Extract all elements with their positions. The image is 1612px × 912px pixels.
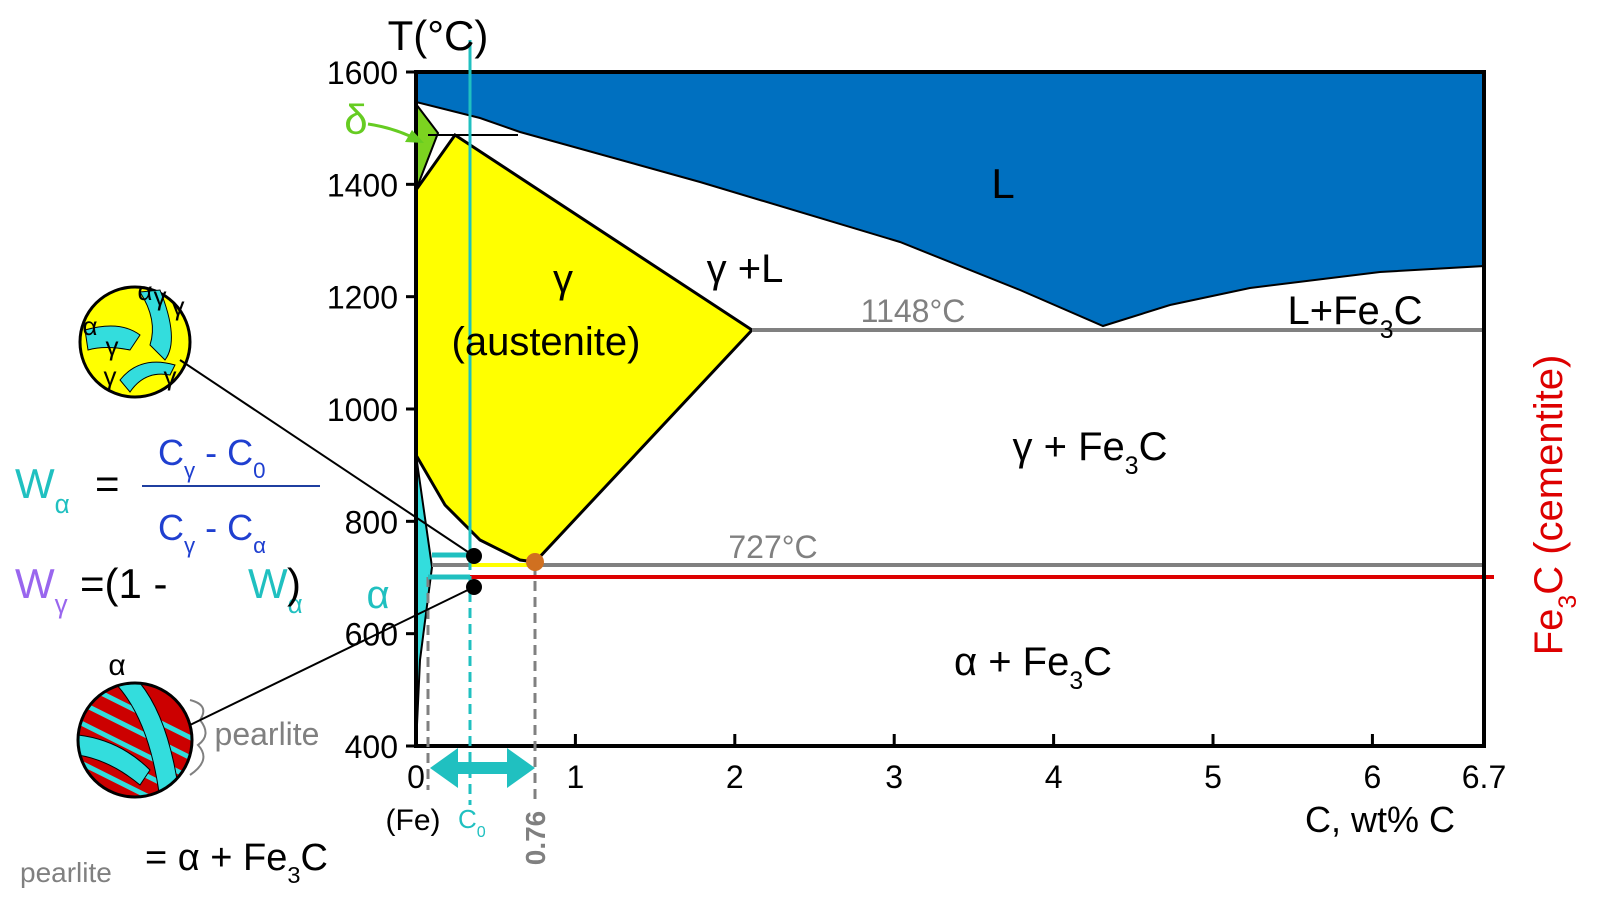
text-part: W [15, 460, 55, 507]
subscript: 3 [1380, 317, 1394, 344]
text-part: α [108, 649, 125, 682]
subscript: 3 [1555, 595, 1582, 609]
text-part: γ +L [707, 247, 784, 291]
formula-part: Wα [15, 460, 70, 519]
y-axis-label: T(°C) [388, 12, 489, 59]
region-label: γ +L [707, 247, 784, 291]
micro-label: α [137, 276, 152, 306]
subscript: γ [55, 589, 68, 619]
text-part: γ [553, 257, 573, 301]
subscript: 3 [1125, 453, 1139, 480]
text-part: Fe [1527, 609, 1571, 656]
text-part: C [1083, 640, 1112, 684]
y-tick-label: 1000 [327, 392, 398, 428]
text-part: pearlite [215, 716, 320, 752]
micro-label: γ [164, 361, 177, 391]
x-tick-label: 3 [885, 759, 903, 795]
text-part: 727°C [728, 529, 817, 565]
x-tick-label: 0 [407, 759, 425, 795]
micro-label: γ [106, 331, 119, 361]
formula-part: =(1 - [80, 560, 168, 607]
subscript: α [253, 533, 266, 558]
x-axis-label: C, wt% C [1305, 799, 1455, 840]
text-part: C [458, 804, 477, 834]
eutectoid-point [526, 553, 544, 571]
region-label: γ + Fe3C [1013, 425, 1168, 480]
text-part: C (cementite) [1527, 355, 1571, 595]
x-sublabel: (Fe) [386, 804, 441, 837]
text-part: C [1394, 289, 1423, 333]
y-tick-label: 600 [345, 617, 398, 653]
subscript: 0 [477, 823, 486, 841]
text-part: L+Fe [1288, 289, 1380, 333]
x-tick-label: 6.7 [1462, 759, 1506, 795]
text-part: γ + Fe [1013, 425, 1125, 469]
subscript: 3 [287, 862, 300, 888]
text-part: W [15, 560, 55, 607]
region-label: 1148°C [861, 293, 966, 329]
region-label: α [108, 649, 125, 682]
pearlite-equation: = α + Fe3C [145, 837, 328, 888]
leader-pearlite [190, 587, 474, 725]
text-part: - C [195, 507, 253, 548]
text-part: = α + Fe [145, 837, 287, 879]
region-label: α + Fe3C [954, 640, 1112, 695]
composition-arrow [430, 748, 535, 788]
region-label: δ [344, 96, 367, 143]
text-part: =(1 - [80, 560, 168, 607]
text-part: = [95, 460, 120, 507]
region-label: (austenite) [452, 320, 641, 364]
formula-part: Cγ - Cα [158, 507, 266, 558]
y-tick-label: 400 [345, 729, 398, 765]
formula-part: = [95, 460, 120, 507]
text-part: δ [344, 96, 367, 143]
x-tick-label: 1 [567, 759, 585, 795]
text-part: α [366, 573, 389, 617]
region-label: L+Fe3C [1288, 289, 1423, 344]
text-part: L [991, 160, 1014, 207]
region-label: γ [553, 257, 573, 301]
y-tick-label: 1200 [327, 280, 398, 316]
y-tick-label: 800 [345, 504, 398, 540]
x-tick-label: 5 [1204, 759, 1222, 795]
subscript: 0 [253, 458, 265, 483]
pearlite-micro [75, 680, 206, 840]
text-part: C [1139, 425, 1168, 469]
pearlite-name: pearlite [20, 857, 112, 888]
text-part: (austenite) [452, 320, 641, 364]
region-label: pearlite [215, 716, 320, 752]
formula-part: ) [287, 560, 301, 607]
micro-label: α [82, 311, 97, 341]
text-part: 1148°C [861, 293, 966, 329]
micro-label: γ [154, 281, 167, 311]
cementite-label: Fe3C (cementite) [1527, 355, 1582, 656]
subscript: α [55, 489, 70, 519]
x-tick-label: 2 [726, 759, 744, 795]
region-label: 727°C [728, 529, 817, 565]
subscript: 3 [1069, 668, 1083, 695]
micro-label: γ [104, 361, 117, 391]
eutectoid-composition: 0.76 [520, 811, 551, 866]
micro-label: γ [172, 291, 185, 321]
text-part: C [158, 432, 184, 473]
text-part: - C [195, 432, 253, 473]
formula-part: Cγ - C0 [158, 432, 266, 483]
text-part: pearlite [20, 857, 112, 888]
y-tick-label: 1600 [327, 55, 398, 91]
region-label: L [991, 160, 1014, 207]
phase-diagram: 400 600 800 1000 1200 1400 1600 0 1 2 3 4 5 6 6.7 T(°C)… [0, 0, 1612, 912]
y-tick-label: 1400 [327, 167, 398, 203]
ferrite-region [416, 455, 432, 746]
text-part: ) [287, 560, 301, 607]
text-part: W [248, 560, 288, 607]
region-label: α [366, 573, 389, 617]
text-part: C [158, 507, 184, 548]
x-tick-label: 4 [1045, 759, 1063, 795]
x-tick-label: 6 [1364, 759, 1382, 795]
text-part: C [300, 837, 327, 879]
formula-part: Wγ [15, 560, 68, 619]
text-part: α + Fe [954, 640, 1069, 684]
c0-label: C0 [458, 804, 486, 841]
